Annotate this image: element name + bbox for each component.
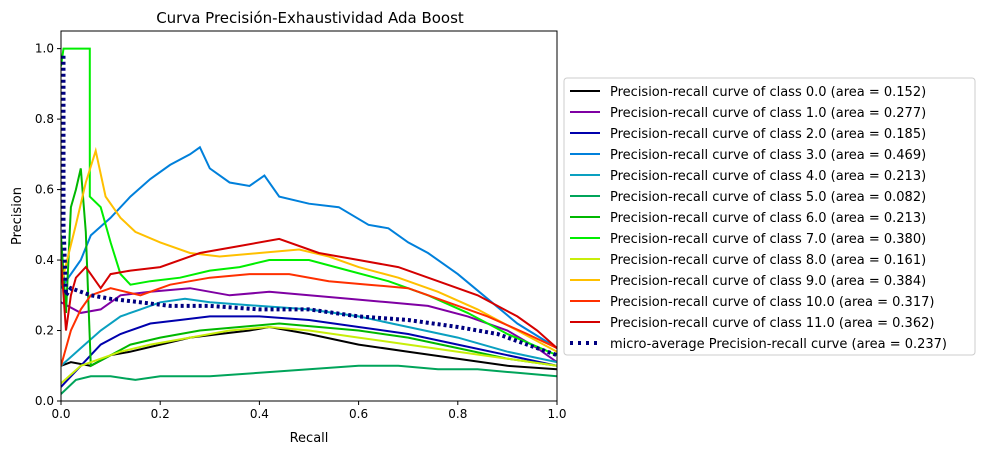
legend-item: Precision-recall curve of class 4.0 (are…: [570, 169, 926, 184]
y-tick-label: 0.4: [35, 253, 54, 267]
plot-frame: [60, 30, 558, 402]
x-tick-label: 0.4: [250, 407, 269, 421]
legend-item: Precision-recall curve of class 7.0 (are…: [570, 232, 926, 247]
series-line-6: [61, 168, 557, 368]
series-line-2: [61, 315, 557, 388]
legend-label: Precision-recall curve of class 11.0 (ar…: [610, 316, 934, 331]
legend-label: Precision-recall curve of class 8.0 (are…: [610, 253, 926, 268]
legend-label: Precision-recall curve of class 6.0 (are…: [610, 211, 926, 226]
legend-label: Precision-recall curve of class 9.0 (are…: [610, 274, 926, 289]
x-tick-label: 0.2: [151, 407, 170, 421]
x-tick-label: 0.0: [51, 407, 70, 421]
x-axis: 0.0 0.2 0.4 0.6 0.8 1.0: [51, 401, 567, 421]
y-axis-label: Precision: [10, 187, 25, 245]
legend-label: Precision-recall curve of class 0.0 (are…: [610, 85, 926, 100]
y-tick-label: 0.6: [35, 183, 54, 197]
y-tick-label: 0.2: [35, 324, 54, 338]
legend-item: Precision-recall curve of class 10.0 (ar…: [570, 295, 934, 310]
legend-label: Precision-recall curve of class 1.0 (are…: [610, 106, 926, 121]
legend-label: Precision-recall curve of class 3.0 (are…: [610, 148, 926, 163]
x-tick-label: 0.8: [448, 407, 467, 421]
legend-label: Precision-recall curve of class 7.0 (are…: [610, 232, 926, 247]
series-line-4: [61, 297, 557, 367]
legend-label: micro-average Precision-recall curve (ar…: [610, 337, 947, 352]
series-layer: [61, 47, 557, 395]
legend-item: Precision-recall curve of class 11.0 (ar…: [570, 316, 934, 331]
legend-item: Precision-recall curve of class 6.0 (are…: [570, 211, 926, 226]
legend-item: micro-average Precision-recall curve (ar…: [570, 337, 947, 352]
legend-label: Precision-recall curve of class 4.0 (are…: [610, 169, 926, 184]
legend-label: Precision-recall curve of class 5.0 (are…: [610, 190, 926, 205]
series-line-5: [61, 364, 557, 395]
y-tick-label: 1.0: [35, 42, 54, 56]
legend-label: Precision-recall curve of class 10.0 (ar…: [610, 295, 934, 310]
legend-item: Precision-recall curve of class 5.0 (are…: [570, 190, 926, 205]
legend: Precision-recall curve of class 0.0 (are…: [563, 77, 976, 356]
series-line-10: [61, 273, 557, 367]
series-line-3: [61, 145, 557, 349]
legend-item: Precision-recall curve of class 2.0 (are…: [570, 127, 926, 142]
y-axis: 0.0 0.2 0.4 0.6 0.8 1.0: [35, 42, 61, 408]
legend-item: Precision-recall curve of class 1.0 (are…: [570, 106, 926, 121]
chart-title: Curva Precisión-Exhaustividad Ada Boost: [156, 9, 464, 27]
legend-item: Precision-recall curve of class 3.0 (are…: [570, 148, 926, 163]
x-axis-label: Recall: [290, 431, 329, 446]
x-tick-label: 0.6: [349, 407, 368, 421]
x-tick-label: 1.0: [547, 407, 566, 421]
legend-item: Precision-recall curve of class 8.0 (are…: [570, 253, 926, 268]
y-tick-label: 0.0: [35, 394, 54, 408]
series-line-11: [61, 237, 557, 349]
series-line-12: [61, 55, 557, 358]
series-line-8: [61, 325, 557, 385]
y-tick-label: 0.8: [35, 112, 54, 126]
legend-label: Precision-recall curve of class 2.0 (are…: [610, 127, 926, 142]
legend-item: Precision-recall curve of class 0.0 (are…: [570, 85, 926, 100]
legend-frame: [563, 77, 976, 356]
series-line-9: [61, 146, 557, 353]
legend-item: Precision-recall curve of class 9.0 (are…: [570, 274, 926, 289]
